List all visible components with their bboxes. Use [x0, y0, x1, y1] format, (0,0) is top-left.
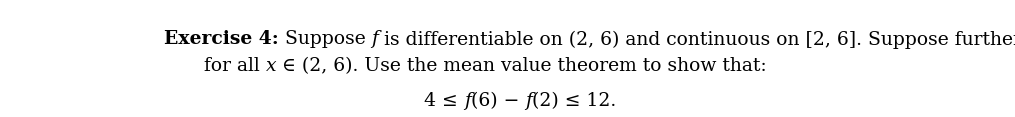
Text: f: f	[525, 92, 532, 110]
Text: 4 ≤: 4 ≤	[424, 92, 464, 110]
Text: is differentiable on (2, 6) and continuous on [2, 6]. Suppose further that 1 ≤: is differentiable on (2, 6) and continuo…	[379, 30, 1015, 49]
Text: x: x	[266, 57, 276, 75]
Text: ∈ (2, 6). Use the mean value theorem to show that:: ∈ (2, 6). Use the mean value theorem to …	[276, 57, 767, 75]
Text: (6) −: (6) −	[471, 92, 525, 110]
Text: f: f	[464, 92, 471, 110]
Text: (2) ≤ 12.: (2) ≤ 12.	[532, 92, 616, 110]
Text: for all: for all	[204, 57, 266, 75]
Text: f: f	[371, 30, 379, 48]
Text: Suppose: Suppose	[278, 30, 371, 48]
Text: Exercise 4:: Exercise 4:	[163, 30, 278, 48]
